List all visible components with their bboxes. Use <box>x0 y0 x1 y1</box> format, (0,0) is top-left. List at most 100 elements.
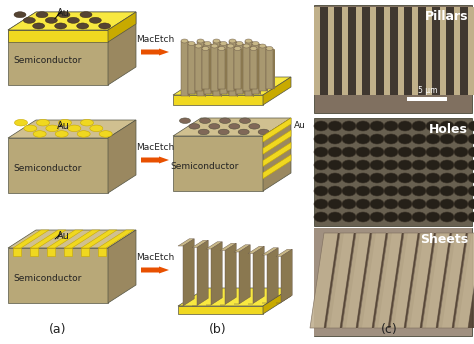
Ellipse shape <box>202 46 209 51</box>
Bar <box>362 7 370 95</box>
Ellipse shape <box>58 119 72 126</box>
Polygon shape <box>173 136 263 191</box>
Polygon shape <box>390 233 418 328</box>
Ellipse shape <box>342 160 356 170</box>
Polygon shape <box>266 49 273 88</box>
Text: Au: Au <box>56 8 69 18</box>
Polygon shape <box>252 43 259 94</box>
Ellipse shape <box>440 173 454 183</box>
Polygon shape <box>8 248 108 303</box>
Polygon shape <box>257 49 259 89</box>
Ellipse shape <box>211 44 218 48</box>
Ellipse shape <box>426 147 440 157</box>
Polygon shape <box>188 41 190 97</box>
Polygon shape <box>8 230 136 248</box>
Ellipse shape <box>342 199 356 209</box>
Polygon shape <box>81 230 117 248</box>
Polygon shape <box>374 233 402 328</box>
Polygon shape <box>263 77 291 105</box>
Polygon shape <box>173 95 263 105</box>
Polygon shape <box>181 41 188 96</box>
Ellipse shape <box>384 147 398 157</box>
Polygon shape <box>30 230 66 248</box>
Ellipse shape <box>198 129 209 135</box>
Ellipse shape <box>412 212 426 222</box>
Polygon shape <box>436 233 456 328</box>
Ellipse shape <box>384 199 398 209</box>
Ellipse shape <box>440 186 454 196</box>
Ellipse shape <box>342 134 356 144</box>
Text: (b): (b) <box>209 323 227 336</box>
Ellipse shape <box>468 173 474 183</box>
Ellipse shape <box>454 121 468 131</box>
Polygon shape <box>30 248 38 256</box>
Polygon shape <box>98 230 134 248</box>
Polygon shape <box>236 43 243 94</box>
Polygon shape <box>422 233 450 328</box>
Polygon shape <box>81 248 89 256</box>
Polygon shape <box>8 30 108 85</box>
Text: Au: Au <box>56 231 69 241</box>
Polygon shape <box>211 43 213 95</box>
Ellipse shape <box>250 46 257 51</box>
Polygon shape <box>220 43 227 94</box>
Bar <box>370 7 376 95</box>
Polygon shape <box>213 41 220 96</box>
Ellipse shape <box>24 125 37 131</box>
Polygon shape <box>13 230 49 248</box>
Bar <box>314 7 320 95</box>
Polygon shape <box>64 230 100 248</box>
Ellipse shape <box>468 147 474 157</box>
Ellipse shape <box>258 129 269 135</box>
Ellipse shape <box>213 39 220 43</box>
Ellipse shape <box>229 39 236 43</box>
Bar <box>356 7 362 95</box>
Polygon shape <box>108 12 136 85</box>
Ellipse shape <box>468 134 474 144</box>
Ellipse shape <box>99 23 110 29</box>
Polygon shape <box>267 248 278 303</box>
Ellipse shape <box>77 131 90 137</box>
Bar <box>426 7 432 95</box>
Text: 5 μm: 5 μm <box>418 86 438 95</box>
Ellipse shape <box>356 186 370 196</box>
Ellipse shape <box>218 46 225 51</box>
Bar <box>412 7 418 95</box>
Polygon shape <box>406 233 434 328</box>
Ellipse shape <box>384 160 398 170</box>
Polygon shape <box>108 230 136 303</box>
Bar <box>334 7 342 95</box>
Ellipse shape <box>342 186 356 196</box>
Ellipse shape <box>189 123 200 129</box>
Ellipse shape <box>80 12 92 18</box>
Ellipse shape <box>33 131 46 137</box>
Polygon shape <box>178 306 263 314</box>
Polygon shape <box>178 288 291 306</box>
Polygon shape <box>388 233 408 328</box>
Bar <box>454 7 460 95</box>
Ellipse shape <box>209 123 220 129</box>
Ellipse shape <box>412 173 426 183</box>
Ellipse shape <box>412 186 426 196</box>
Polygon shape <box>252 41 254 97</box>
Ellipse shape <box>370 121 384 131</box>
Ellipse shape <box>15 119 27 126</box>
Polygon shape <box>8 12 136 30</box>
Polygon shape <box>225 243 236 304</box>
Text: Sheets: Sheets <box>420 233 468 246</box>
Ellipse shape <box>398 160 412 170</box>
Ellipse shape <box>328 147 342 157</box>
Polygon shape <box>468 233 474 328</box>
Polygon shape <box>452 233 472 328</box>
Ellipse shape <box>370 212 384 222</box>
Bar <box>328 7 334 95</box>
Polygon shape <box>218 49 225 88</box>
Ellipse shape <box>46 17 57 23</box>
Polygon shape <box>253 246 264 303</box>
Ellipse shape <box>454 186 468 196</box>
Polygon shape <box>204 41 206 97</box>
Ellipse shape <box>426 212 440 222</box>
Ellipse shape <box>412 160 426 170</box>
Ellipse shape <box>342 147 356 157</box>
Bar <box>342 7 348 95</box>
